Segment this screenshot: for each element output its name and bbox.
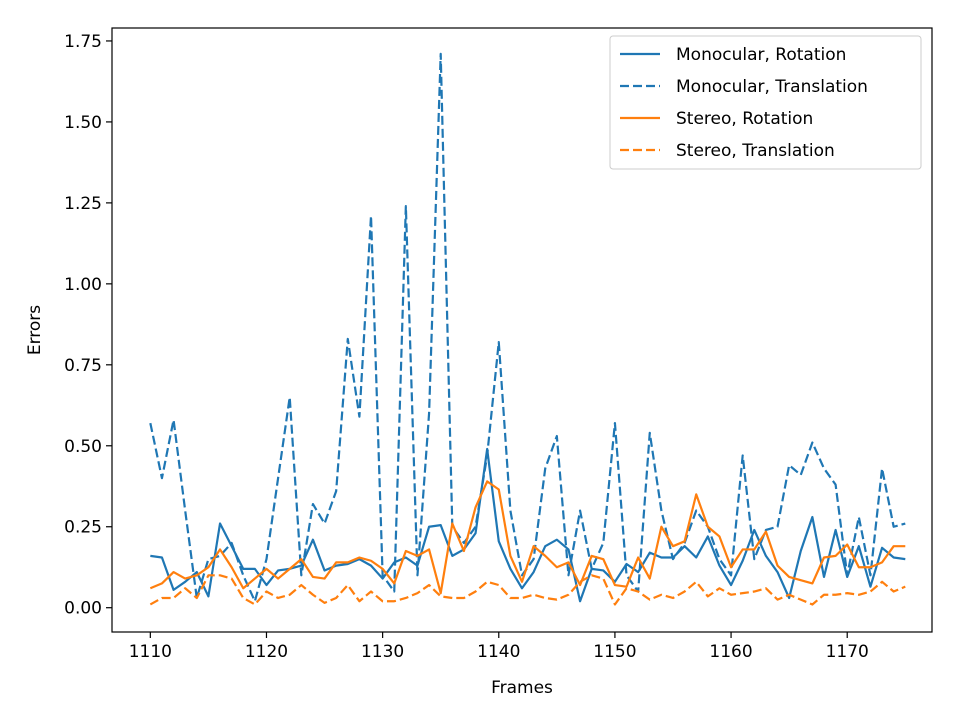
legend: Monocular, Rotation Monocular, Translatio… [609, 35, 922, 170]
y-axis-title: Errors [25, 305, 45, 355]
y-tick-label: 1.00 [64, 275, 102, 295]
x-tick-label: 1170 [826, 642, 869, 662]
series-line-1 [150, 447, 906, 603]
legend-label: Stereo, Rotation [676, 109, 813, 129]
legend-label: Monocular, Translation [676, 77, 868, 97]
series-line-4 [149, 574, 906, 606]
y-tick-label: 0.75 [64, 356, 102, 376]
x-tick-label: 1110 [129, 642, 172, 662]
x-tick-label: 1130 [361, 642, 404, 662]
y-tick-label: 1.50 [64, 113, 102, 133]
y-tick-label: 0.00 [64, 599, 102, 619]
legend-label: Monocular, Rotation [676, 45, 846, 65]
y-tick-label: 1.75 [64, 32, 102, 52]
x-tick-label: 1140 [477, 642, 520, 662]
series-lines [149, 52, 906, 606]
x-tick-label: 1160 [709, 642, 752, 662]
y-tick-label: 0.50 [64, 437, 102, 457]
y-tick-label: 0.25 [64, 518, 102, 538]
series-line-3 [149, 480, 906, 595]
y-tick-label: 1.25 [64, 194, 102, 214]
x-axis-title: Frames [491, 678, 553, 698]
x-tick-label: 1120 [245, 642, 288, 662]
x-tick-label: 1150 [593, 642, 636, 662]
y-axis-ticks: 0.00 0.25 0.50 0.75 1.00 1.25 1.50 1.75 [64, 32, 112, 619]
series-line-2 [149, 52, 906, 603]
legend-label: Stereo, Translation [676, 141, 835, 161]
legend-box [609, 35, 922, 170]
x-axis-ticks: 1110 1120 1130 1140 1150 1160 1170 [129, 632, 869, 662]
